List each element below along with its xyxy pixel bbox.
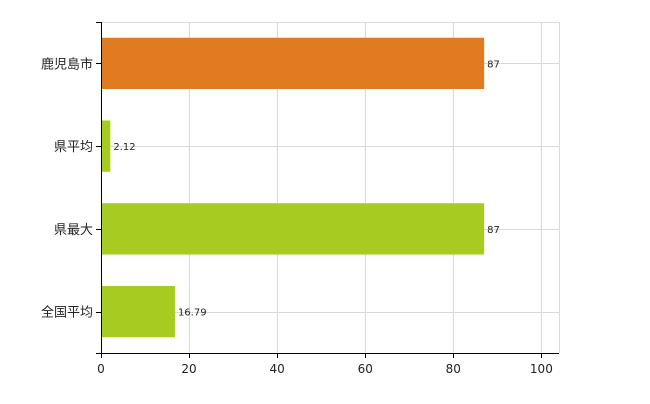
x-tick-label: 40 xyxy=(270,362,285,376)
x-tick-label: 0 xyxy=(97,362,105,376)
bars xyxy=(101,37,485,338)
category-label: 鹿児島市 xyxy=(41,56,93,72)
category-label: 全国平均 xyxy=(41,305,93,321)
bar xyxy=(101,203,485,255)
bar xyxy=(101,120,111,172)
axes xyxy=(96,22,559,358)
x-tick-label: 60 xyxy=(358,362,373,376)
data-label: 2.12 xyxy=(113,142,135,153)
x-tick-label: 20 xyxy=(181,362,196,376)
bar xyxy=(101,37,485,90)
category-label: 県最大 xyxy=(54,223,93,238)
data-label: 87 xyxy=(487,225,500,236)
category-label: 県平均 xyxy=(54,140,93,155)
data-label: 16.79 xyxy=(178,308,207,319)
x-tick-label: 80 xyxy=(446,362,461,376)
bar xyxy=(101,285,175,338)
labels: 87 鹿児島市 2.12 県平均 87 県最大 16.79 全国平均 0 20 40 60 80 100 xyxy=(41,56,553,376)
x-tick-label: 100 xyxy=(530,362,553,376)
data-label: 87 xyxy=(487,59,500,70)
